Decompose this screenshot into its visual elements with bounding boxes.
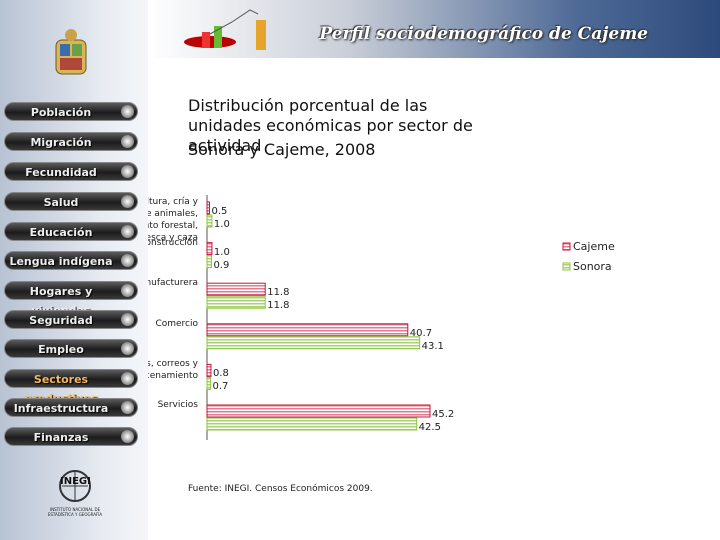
bar	[206, 417, 418, 431]
menu-label[interactable]: Finanzas	[33, 431, 89, 444]
menu-icon[interactable]	[121, 313, 134, 326]
legend-swatch	[562, 262, 571, 271]
menu-icon[interactable]	[121, 284, 134, 297]
source-note: Fuente: INEGI. Censos Económicos 2009.	[188, 484, 373, 494]
menu-label[interactable]: Empleo	[38, 343, 84, 356]
menu-button[interactable]: Población	[4, 102, 138, 121]
header-banner: Perfil sociodemográfico de Cajeme	[148, 0, 720, 58]
menu-button[interactable]: Finanzas	[4, 427, 138, 446]
value-label: 1.0	[213, 219, 230, 230]
menu-button[interactable]: Infraestructura	[4, 398, 138, 417]
menu-label[interactable]: Migración	[30, 136, 92, 149]
value-label: 0.5	[211, 206, 228, 217]
value-label: 11.8	[267, 300, 290, 312]
bar	[206, 295, 266, 309]
bar	[206, 336, 421, 350]
bar	[206, 201, 210, 215]
bar	[206, 242, 213, 256]
legend-label: Sonora	[573, 260, 612, 273]
menu-icon[interactable]	[121, 372, 134, 385]
logo-subtitle: INSTITUTO NACIONAL DE ESTADÍSTICA Y GEOG…	[47, 507, 103, 517]
menu-button[interactable]: Educación	[4, 222, 138, 241]
menu-label[interactable]: Salud	[43, 196, 79, 209]
menu-icon[interactable]	[121, 105, 134, 118]
bar	[206, 255, 212, 269]
bar	[206, 323, 409, 337]
legend-swatch	[562, 242, 571, 251]
menu-icon[interactable]	[121, 195, 134, 208]
category-label: Transportes, correos y almacenamiento	[98, 359, 198, 382]
menu-label[interactable]: Lengua indígena	[9, 255, 113, 268]
menu-icon[interactable]	[121, 165, 134, 178]
value-label: 11.8	[267, 287, 290, 299]
menu-icon[interactable]	[121, 135, 134, 148]
header-title: Perfil sociodemográfico de Cajeme	[319, 24, 648, 44]
legend-label: Cajeme	[573, 240, 615, 253]
value-label: 40.7	[409, 327, 433, 339]
header-icon	[184, 9, 266, 50]
category-label: Comercio	[155, 318, 198, 329]
category-label: Servicios	[157, 400, 198, 410]
menu-label[interactable]: Seguridad	[29, 314, 93, 327]
value-label: 1.0	[213, 246, 230, 258]
menu-label[interactable]: Población	[30, 106, 92, 119]
menu-button[interactable]: Salud	[4, 192, 138, 211]
menu-button[interactable]: Empleo	[4, 339, 138, 358]
inegi-logo	[59, 470, 91, 502]
logo-name: INEGI	[60, 476, 91, 487]
bar	[206, 376, 211, 390]
menu-button[interactable]: Migración	[4, 132, 138, 151]
sidebar: INEGI INSTITUTO NACIONAL DE ESTADÍSTICA …	[0, 0, 148, 540]
bar	[206, 214, 213, 228]
bar	[206, 363, 212, 377]
menu-button[interactable]: Seguridad	[4, 310, 138, 329]
bar	[206, 282, 266, 296]
menu-label[interactable]: Infraestructura	[13, 402, 109, 415]
value-label: 43.1	[421, 340, 444, 352]
menu-icon[interactable]	[121, 254, 134, 267]
bar	[206, 404, 431, 418]
menu-icon[interactable]	[121, 225, 134, 238]
menu-label[interactable]: Educación	[29, 226, 93, 239]
menu-icon[interactable]	[121, 342, 134, 355]
menu-icon[interactable]	[121, 430, 134, 443]
menu-icon[interactable]	[121, 401, 134, 414]
menu-button[interactable]: Fecundidad	[4, 162, 138, 181]
value-label: 45.2	[432, 409, 455, 420]
value-label: 0.9	[213, 259, 230, 271]
chart-title: Distribución porcentual de las unidades …	[188, 96, 473, 155]
menu-button[interactable]: Lengua indígena	[4, 251, 138, 270]
value-label: 0.7	[212, 381, 229, 393]
coat-of-arms	[55, 29, 87, 75]
value-label: 42.5	[418, 422, 441, 433]
chart-subtitle: Sonora y Cajeme, 2008	[188, 140, 376, 159]
category-label: Construcción	[139, 237, 198, 248]
menu-button[interactable]: Sectores productivos	[4, 369, 138, 405]
value-label: 0.8	[212, 368, 229, 380]
menu-label[interactable]: Fecundidad	[25, 166, 97, 179]
menu-button[interactable]: Hogares y viviendas	[4, 281, 138, 317]
